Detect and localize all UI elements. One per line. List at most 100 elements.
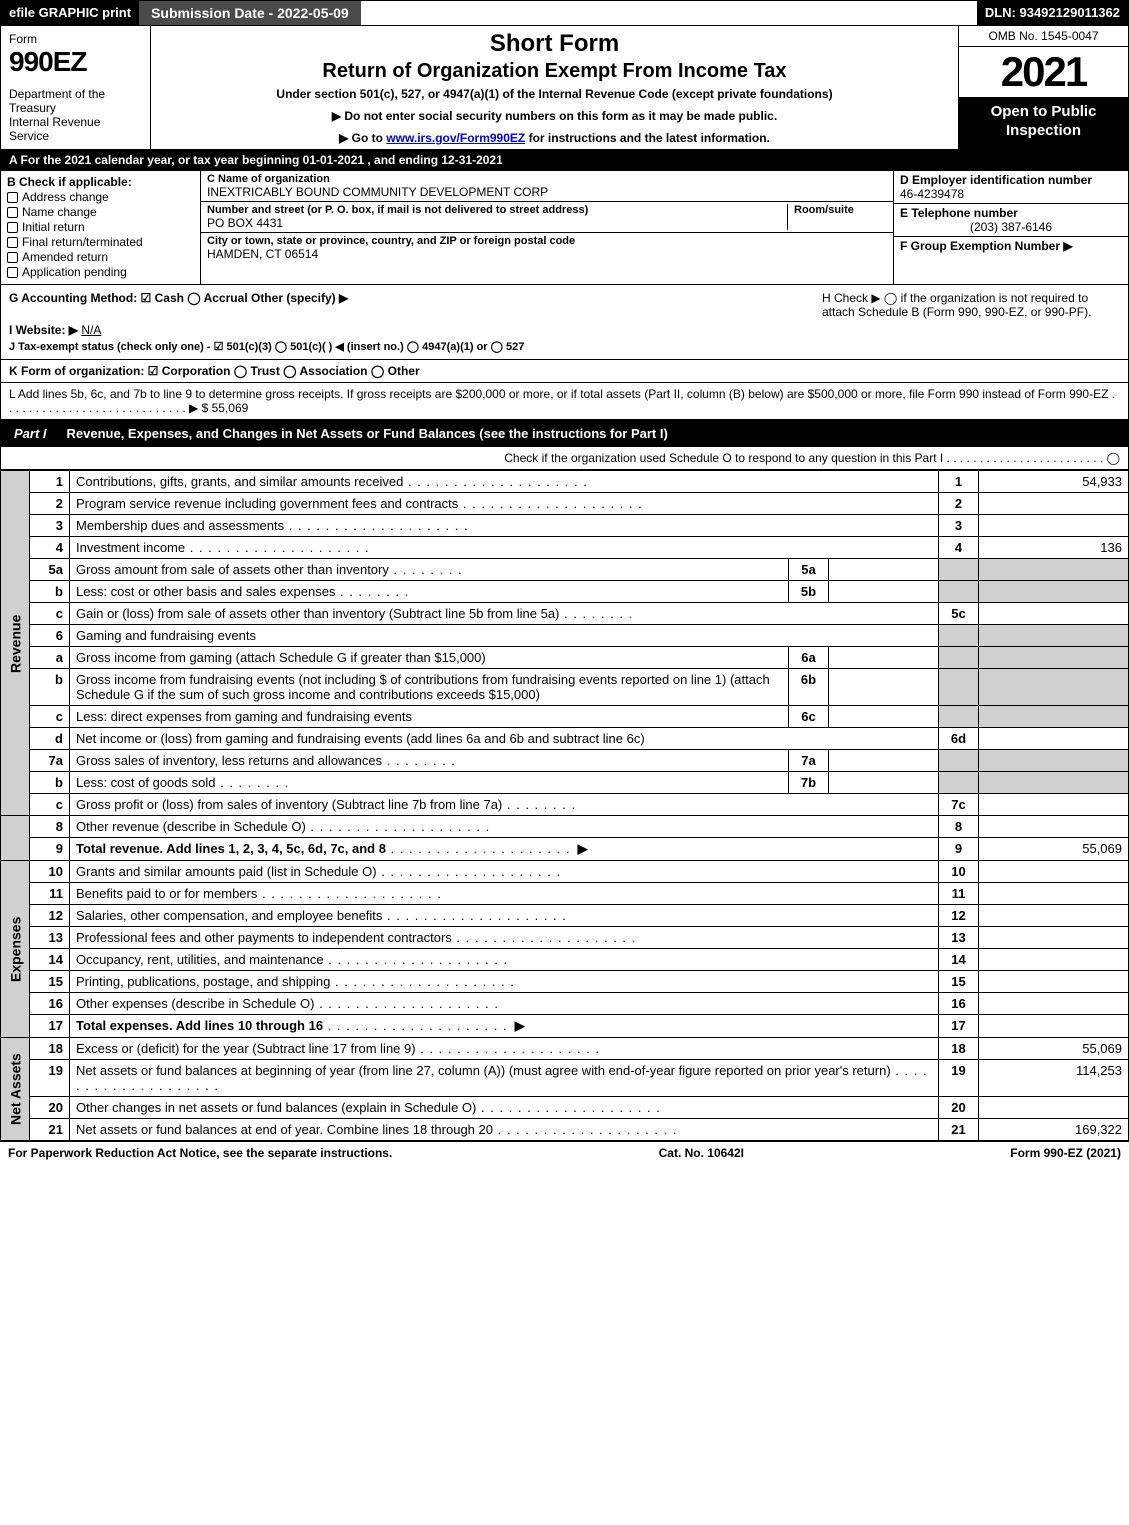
line-20-desc: Other changes in net assets or fund bala…	[70, 1097, 939, 1119]
website-label: I Website: ▶	[9, 323, 78, 337]
line-2-num: 2	[939, 493, 979, 515]
grey-cell	[979, 750, 1129, 772]
grey-cell	[979, 625, 1129, 647]
line-8-amt	[979, 816, 1129, 838]
check-address-change[interactable]: Address change	[7, 190, 194, 204]
part-1-header: Part I Revenue, Expenses, and Changes in…	[0, 420, 1129, 447]
line-14-no: 14	[30, 949, 70, 971]
line-19-no: 19	[30, 1060, 70, 1097]
line-3-num: 3	[939, 515, 979, 537]
expenses-side-label: Expenses	[1, 861, 30, 1038]
line-20-no: 20	[30, 1097, 70, 1119]
line-9-amt: 55,069	[979, 838, 1129, 861]
check-label: Address change	[22, 190, 109, 204]
phone-label: E Telephone number	[900, 206, 1018, 220]
org-name-label: C Name of organization	[207, 173, 330, 185]
line-20-amt	[979, 1097, 1129, 1119]
line-5a-iamt	[829, 559, 939, 581]
group-exemption-label: F Group Exemption Number ▶	[900, 239, 1073, 253]
line-6c-iamt	[829, 706, 939, 728]
line-12-desc: Salaries, other compensation, and employ…	[70, 905, 939, 927]
line-17-no: 17	[30, 1015, 70, 1038]
return-title: Return of Organization Exempt From Incom…	[322, 60, 786, 83]
header-center: Short Form Return of Organization Exempt…	[151, 26, 958, 149]
line-5b-desc: Less: cost or other basis and sales expe…	[70, 581, 789, 603]
section-k: K Form of organization: ☑ Corporation ◯ …	[0, 360, 1129, 383]
line-7b-iamt	[829, 772, 939, 794]
line-11-num: 11	[939, 883, 979, 905]
revenue-table: Revenue 1 Contributions, gifts, grants, …	[0, 470, 1129, 1141]
line-16-num: 16	[939, 993, 979, 1015]
line-10-amt	[979, 861, 1129, 883]
check-label: Application pending	[22, 265, 127, 279]
line-17-text: Total expenses. Add lines 10 through 16	[76, 1018, 323, 1033]
checkbox-icon[interactable]	[7, 207, 18, 218]
header-left: Form 990EZ Department of the Treasury In…	[1, 26, 151, 149]
line-6b-inum: 6b	[789, 669, 829, 706]
line-5a-inum: 5a	[789, 559, 829, 581]
checkbox-icon[interactable]	[7, 192, 18, 203]
checkbox-icon[interactable]	[7, 252, 18, 263]
goto-instruction: ▶ Go to www.irs.gov/Form990EZ for instru…	[339, 131, 770, 145]
department-label: Department of the Treasury Internal Reve…	[9, 87, 142, 143]
grey-cell	[939, 625, 979, 647]
checkbox-icon[interactable]	[7, 237, 18, 248]
checkbox-icon[interactable]	[7, 222, 18, 233]
line-7b-desc: Less: cost of goods sold	[70, 772, 789, 794]
line-21-amt: 169,322	[979, 1119, 1129, 1141]
checkbox-icon[interactable]	[7, 267, 18, 278]
check-initial-return[interactable]: Initial return	[7, 220, 194, 234]
line-8-no: 8	[30, 816, 70, 838]
page-footer: For Paperwork Reduction Act Notice, see …	[0, 1141, 1129, 1164]
row-a-tax-year: A For the 2021 calendar year, or tax yea…	[0, 150, 1129, 171]
line-7c-amt	[979, 794, 1129, 816]
no-ssn-instruction: ▶ Do not enter social security numbers o…	[332, 109, 777, 123]
line-7a-iamt	[829, 750, 939, 772]
line-5b-inum: 5b	[789, 581, 829, 603]
line-17-desc: Total expenses. Add lines 10 through 16 …	[70, 1015, 939, 1038]
check-application-pending[interactable]: Application pending	[7, 265, 194, 279]
header-right: OMB No. 1545-0047 2021 Open to Public In…	[958, 26, 1128, 149]
submission-date: Submission Date - 2022-05-09	[139, 1, 361, 25]
street-value: PO BOX 4431	[207, 216, 283, 230]
line-6c-desc: Less: direct expenses from gaming and fu…	[70, 706, 789, 728]
revenue-side-cont	[1, 816, 30, 861]
line-4-no: 4	[30, 537, 70, 559]
group-exemption-cell: F Group Exemption Number ▶	[894, 237, 1128, 255]
line-7b-inum: 7b	[789, 772, 829, 794]
line-17-num: 17	[939, 1015, 979, 1038]
irs-link[interactable]: www.irs.gov/Form990EZ	[386, 131, 525, 145]
line-10-desc: Grants and similar amounts paid (list in…	[70, 861, 939, 883]
efile-print-label[interactable]: efile GRAPHIC print	[1, 1, 139, 25]
line-15-desc: Printing, publications, postage, and shi…	[70, 971, 939, 993]
section-l: L Add lines 5b, 6c, and 7b to line 9 to …	[0, 383, 1129, 420]
line-5c-desc: Gain or (loss) from sale of assets other…	[70, 603, 939, 625]
line-5a-no: 5a	[30, 559, 70, 581]
line-5b-iamt	[829, 581, 939, 603]
grey-cell	[979, 669, 1129, 706]
line-13-desc: Professional fees and other payments to …	[70, 927, 939, 949]
line-7c-desc: Gross profit or (loss) from sales of inv…	[70, 794, 939, 816]
street-row: Number and street (or P. O. box, if mail…	[201, 202, 893, 233]
grey-cell	[939, 581, 979, 603]
line-3-amt	[979, 515, 1129, 537]
line-1-no: 1	[30, 471, 70, 493]
check-label: Name change	[22, 205, 97, 219]
line-11-amt	[979, 883, 1129, 905]
line-6d-desc: Net income or (loss) from gaming and fun…	[70, 728, 939, 750]
line-1-amt: 54,933	[979, 471, 1129, 493]
org-name-value: INEXTRICABLY BOUND COMMUNITY DEVELOPMENT…	[207, 185, 548, 199]
line-13-amt	[979, 927, 1129, 949]
org-name-row: C Name of organization INEXTRICABLY BOUN…	[201, 171, 893, 202]
part-1-label: Part I	[8, 424, 53, 443]
omb-number: OMB No. 1545-0047	[959, 26, 1128, 47]
short-form-title: Short Form	[490, 30, 619, 58]
check-amended-return[interactable]: Amended return	[7, 250, 194, 264]
check-name-change[interactable]: Name change	[7, 205, 194, 219]
room-label: Room/suite	[794, 204, 854, 216]
check-final-return[interactable]: Final return/terminated	[7, 235, 194, 249]
line-4-amt: 136	[979, 537, 1129, 559]
tax-year: 2021	[959, 47, 1128, 97]
line-16-amt	[979, 993, 1129, 1015]
line-11-no: 11	[30, 883, 70, 905]
